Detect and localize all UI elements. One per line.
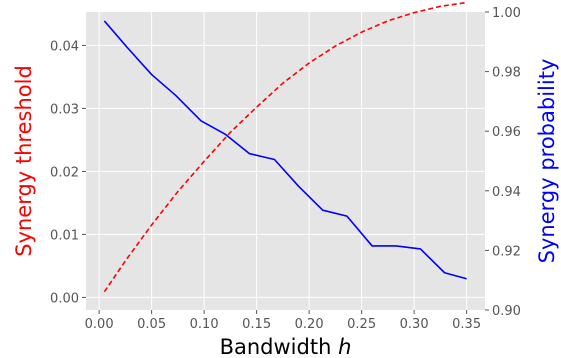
y-tick-label-right: 0.98: [492, 66, 521, 81]
y-tick-label-right: 0.96: [492, 125, 521, 140]
series-layer: [103, 1, 467, 293]
x-tick-label: 0.15: [242, 317, 271, 332]
x-tick-label: 0.20: [295, 317, 324, 332]
x-tick-label: 0.30: [400, 317, 429, 332]
y-tick-label-right: 0.94: [492, 185, 521, 200]
y-tick-label-left: 0.02: [50, 165, 79, 180]
y-tick-label-right: 1.00: [492, 6, 521, 21]
plot-area: [86, 12, 485, 310]
y-tick-label-right: 0.92: [492, 244, 521, 259]
synergy-probability-line: [103, 20, 467, 280]
x-axis-label: Bandwidth h: [220, 335, 352, 358]
x-tick-label: 0.10: [190, 317, 219, 332]
y-tick-label-left: 0.00: [50, 291, 79, 306]
synergy-threshold-line: [103, 1, 467, 293]
y-tick-label-left: 0.03: [50, 102, 79, 117]
x-tick-label: 0.25: [347, 317, 376, 332]
tick-layer: 0.00 0.05 0.10 0.15 0.20 0.25 0.30 0.35 0.00 0.01…: [50, 6, 521, 332]
grid-lines: [86, 12, 485, 310]
x-tick-label: 0.00: [85, 317, 114, 332]
x-tick-label: 0.05: [137, 317, 166, 332]
y-axis-label-right: Synergy probability: [535, 59, 559, 264]
x-axis-label-variable: h: [338, 335, 351, 358]
y-tick-label-left: 0.04: [50, 39, 79, 54]
x-tick-label: 0.35: [452, 317, 481, 332]
y-tick-label-left: 0.01: [50, 228, 79, 243]
y-tick-label-right: 0.90: [492, 304, 521, 319]
y-axis-label-left: Synergy threshold: [12, 65, 36, 257]
x-axis-label-text: Bandwidth: [220, 335, 332, 358]
